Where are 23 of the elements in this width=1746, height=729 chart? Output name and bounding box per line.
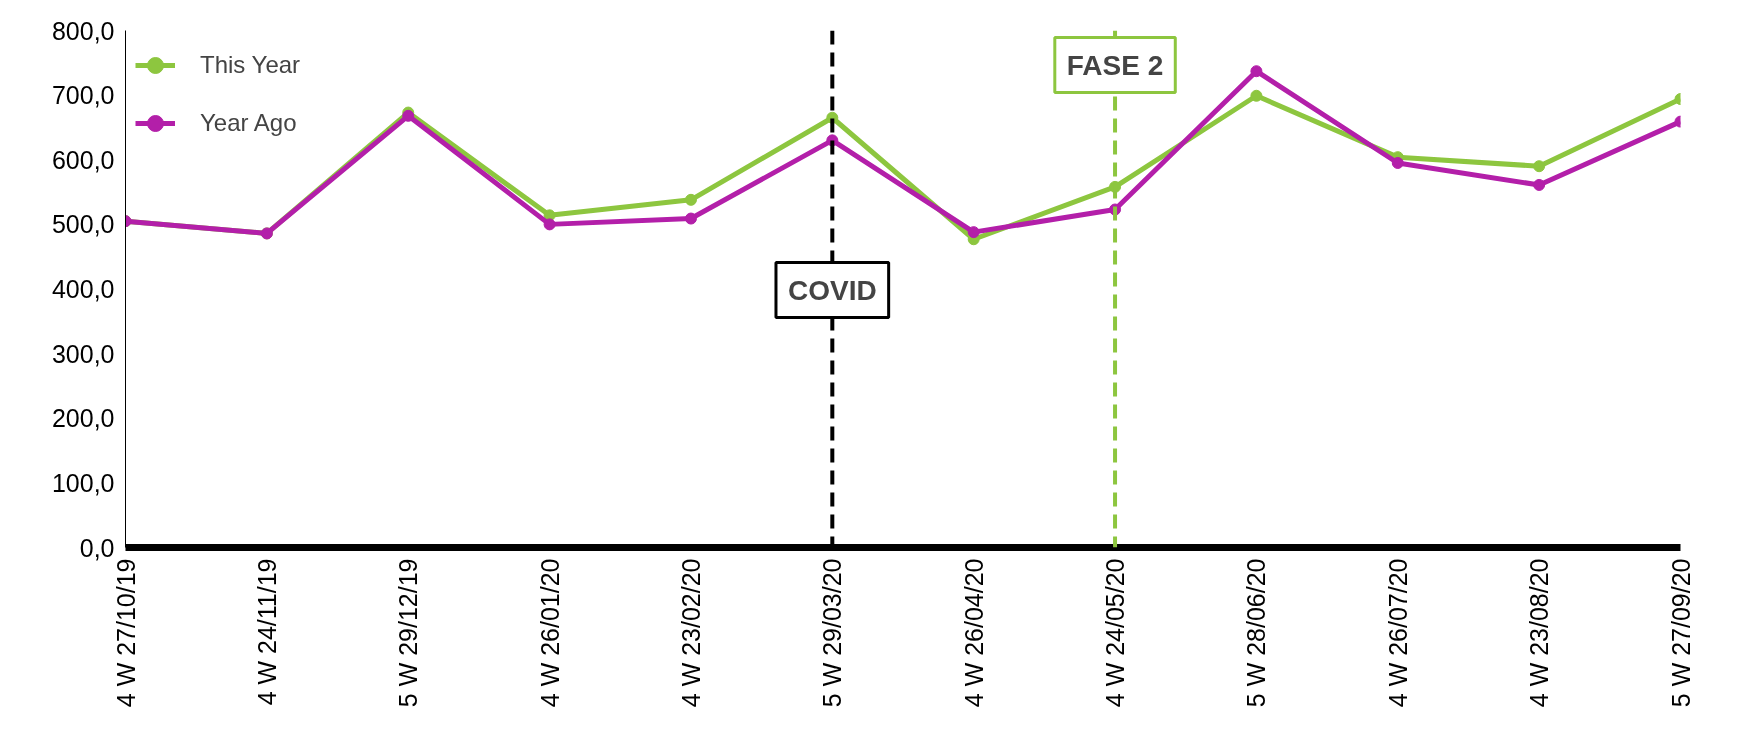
x-tick-label: 5 W 29/12/19 bbox=[394, 558, 423, 708]
ref-line-label: COVID bbox=[787, 274, 877, 306]
x-tick-label: 4 W 24/11/19 bbox=[252, 558, 281, 706]
x-tick-label: 5 W 27/09/20 bbox=[1666, 558, 1695, 708]
ref-line-label: FASE 2 bbox=[1066, 49, 1164, 81]
y-tick-label: 200,0 bbox=[51, 404, 115, 433]
x-tick-label: 4 W 26/07/20 bbox=[1383, 558, 1412, 708]
x-tick-label: 4 W 26/04/20 bbox=[959, 558, 988, 708]
y-tick-label: 300,0 bbox=[51, 339, 115, 368]
y-tick-label: 100,0 bbox=[51, 468, 115, 497]
legend-label: Year Ago bbox=[200, 109, 297, 137]
x-tick-label: 4 W 23/08/20 bbox=[1525, 558, 1554, 708]
x-tick-label: 4 W 23/02/20 bbox=[676, 558, 705, 708]
y-tick-label: 600,0 bbox=[51, 145, 115, 174]
x-tick-label: 4 W 24/05/20 bbox=[1101, 558, 1130, 708]
y-tick-label: 500,0 bbox=[51, 210, 115, 239]
y-tick-label: 800,0 bbox=[51, 16, 115, 45]
x-tick-label: 5 W 28/06/20 bbox=[1242, 558, 1271, 708]
legend-label: This Year bbox=[200, 51, 301, 79]
x-tick-label: 4 W 26/01/20 bbox=[535, 558, 564, 708]
y-tick-label: 400,0 bbox=[51, 275, 115, 303]
x-tick-label: 5 W 29/03/20 bbox=[818, 558, 847, 708]
y-tick-label: 700,0 bbox=[51, 81, 115, 110]
